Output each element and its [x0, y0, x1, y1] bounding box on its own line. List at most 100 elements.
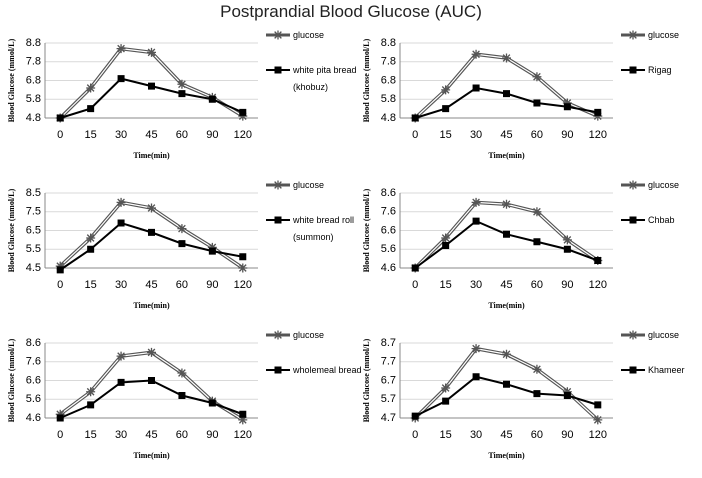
square-marker: [533, 238, 541, 246]
x-tick-label: 60: [176, 429, 188, 441]
square-marker: [472, 373, 480, 381]
x-tick-label: 60: [176, 279, 188, 291]
square-marker: [472, 217, 480, 225]
square-marker: [411, 412, 419, 420]
star-marker: [55, 409, 65, 419]
square-marker: [56, 266, 64, 274]
star-marker: [86, 233, 96, 243]
y-axis-title: Blood Glucose (mmol/L): [7, 188, 16, 272]
x-tick-label: 15: [440, 129, 452, 141]
star-marker: [502, 349, 511, 359]
x-axis-title: Time(min): [133, 301, 170, 310]
square-marker: [629, 366, 637, 374]
y-tick-label: 8.6: [381, 187, 396, 199]
legend-entry: glucose: [293, 30, 324, 40]
legend-entry: Chbab: [648, 215, 675, 225]
y-axis-title: Blood Glucose (mmol/L): [362, 188, 371, 272]
y-tick-label: 8.7: [381, 337, 396, 349]
square-marker: [472, 84, 480, 92]
legend-entry: Rigag: [648, 65, 672, 75]
page-title: Postprandial Blood Glucose (AUC): [220, 2, 482, 21]
y-tick-label: 7.7: [381, 356, 396, 368]
y-tick-label: 8.5: [26, 187, 41, 199]
square-marker: [178, 240, 186, 248]
y-tick-label: 7.8: [381, 56, 396, 68]
x-tick-label: 0: [412, 429, 418, 441]
line-chart: 4.8 5.8 6.8 7.8 8.8 0 15 30 45 60 90 120 Time(min) Bl…: [362, 29, 680, 160]
star-marker: [238, 415, 248, 425]
legend-entry: Khameer: [648, 364, 685, 375]
star-marker: [177, 224, 187, 234]
y-tick-label: 6.6: [381, 224, 396, 236]
star-marker: [116, 197, 126, 207]
y-tick-label: 6.5: [26, 224, 41, 236]
legend-entry: glucose: [648, 29, 680, 40]
x-tick-label: 60: [176, 129, 188, 141]
square-marker: [87, 105, 95, 113]
square-marker: [239, 253, 247, 261]
star-marker: [593, 415, 603, 425]
x-tick-label: 60: [531, 279, 543, 291]
square-marker: [178, 392, 186, 399]
y-axis-title: Blood Glucose (mmol/L): [7, 338, 16, 422]
square-marker: [629, 216, 637, 224]
legend-entry: glucose: [293, 330, 324, 340]
star-marker: [177, 79, 187, 89]
square-marker: [411, 264, 419, 272]
y-tick-label: 7.6: [381, 206, 396, 218]
y-tick-label: 6.8: [26, 74, 41, 86]
legend-entry: glucose: [648, 180, 679, 190]
y-tick-label: 8.8: [381, 37, 396, 49]
star-marker: [441, 383, 451, 393]
square-marker: [178, 90, 186, 98]
y-tick-label: 6.7: [381, 374, 396, 386]
legend-label: glucose: [648, 29, 680, 40]
x-tick-label: 60: [531, 429, 543, 441]
legend-label: Khameer: [648, 364, 685, 375]
star-marker: [238, 111, 248, 121]
star-marker: [593, 111, 603, 121]
star-marker: [562, 235, 572, 245]
line-chart: 4.8 5.8 6.8 7.8 8.8 0 15 30 45 60 90 120 Time(min) Bl…: [7, 30, 357, 160]
x-tick-label: 15: [85, 279, 97, 291]
x-tick-label: 90: [561, 429, 573, 441]
series-line-inner: [59, 351, 244, 421]
star-marker: [471, 49, 481, 59]
x-tick-label: 30: [470, 429, 482, 441]
x-tick-label: 45: [500, 129, 512, 141]
y-axis-title: Blood Glucose (mmol/L): [362, 338, 371, 422]
square-marker: [533, 99, 541, 107]
x-tick-label: 15: [85, 429, 97, 441]
x-tick-label: 30: [470, 279, 482, 291]
legend-label: glucose: [293, 179, 325, 190]
square-marker: [117, 378, 125, 386]
legend-entry: glucose: [293, 179, 325, 190]
square-marker: [594, 401, 602, 409]
x-tick-label: 0: [57, 129, 63, 141]
star-marker: [562, 387, 572, 397]
x-tick-label: 15: [440, 279, 452, 291]
star-marker: [86, 83, 96, 93]
y-tick-label: 5.6: [381, 243, 396, 255]
y-tick-label: 6.6: [26, 374, 41, 386]
legend-entry: white pita bread (khobuz): [293, 65, 357, 92]
x-axis-title: Time(min): [488, 451, 525, 460]
legend-entry: white bread roll (summon): [293, 215, 354, 242]
square-marker: [442, 105, 450, 113]
x-tick-label: 90: [561, 279, 573, 291]
x-tick-label: 30: [470, 129, 482, 141]
square-marker: [239, 410, 247, 418]
x-tick-label: 120: [234, 279, 252, 291]
x-tick-label: 45: [145, 429, 157, 441]
star-marker: [471, 344, 481, 354]
square-marker: [411, 114, 419, 122]
x-tick-label: 90: [206, 279, 218, 291]
square-marker: [503, 90, 510, 98]
square-marker: [274, 66, 282, 74]
square-marker: [87, 245, 95, 253]
y-tick-label: 4.8: [26, 112, 41, 124]
square-marker: [503, 230, 510, 238]
x-tick-label: 60: [531, 129, 543, 141]
y-tick-label: 7.5: [26, 206, 41, 218]
square-marker: [117, 219, 125, 227]
